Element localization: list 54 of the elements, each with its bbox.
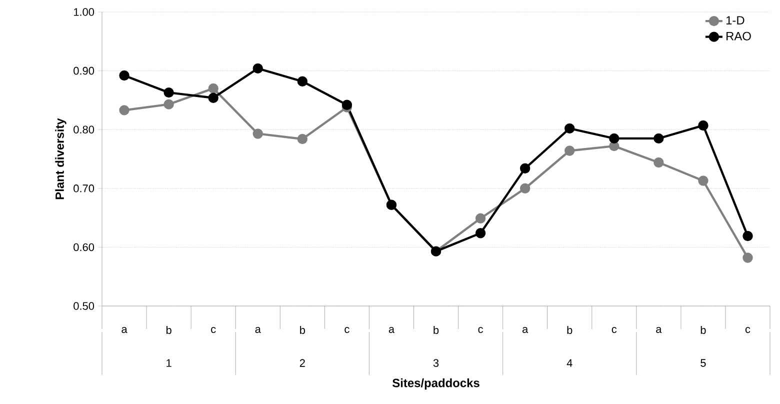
legend-label: 1-D xyxy=(726,16,744,24)
point xyxy=(654,157,664,168)
text: 5 xyxy=(700,359,706,367)
point xyxy=(564,146,575,156)
point xyxy=(208,83,218,94)
text: 1 xyxy=(166,359,172,367)
x-tick-label: b xyxy=(567,326,572,334)
y-tick-label: 0.50 xyxy=(74,302,94,310)
x-tick-label: c xyxy=(211,327,216,334)
x-tick-label: b xyxy=(166,326,172,334)
point xyxy=(698,120,708,131)
x-axis-title: Sites/paddocks xyxy=(392,378,480,390)
point xyxy=(342,100,352,110)
point xyxy=(564,123,575,134)
x-tick-label: c xyxy=(478,327,483,334)
point xyxy=(297,76,308,86)
x-tick-label: a xyxy=(656,327,662,334)
y-tick-label: 0.60 xyxy=(74,243,94,252)
x-tick-label: c xyxy=(745,327,750,334)
x-tick-label: a xyxy=(122,327,128,334)
x-tick-label: b xyxy=(434,326,439,334)
x-tick-label: a xyxy=(522,327,528,334)
point xyxy=(742,230,753,242)
point xyxy=(475,213,486,224)
legend-label: RAO xyxy=(726,32,751,40)
point xyxy=(520,183,530,194)
y-axis-title: Plant diversity xyxy=(55,118,66,200)
x-tick-label: b xyxy=(700,326,706,334)
text: 2 xyxy=(300,359,305,367)
text: 3 xyxy=(433,359,439,367)
point xyxy=(609,133,620,144)
point xyxy=(252,63,263,74)
x-tick-label: c xyxy=(344,327,350,334)
point xyxy=(742,252,753,263)
y-tick-label: 0.70 xyxy=(74,184,94,192)
point xyxy=(252,128,263,139)
point xyxy=(164,87,174,98)
point xyxy=(297,134,308,144)
y-tick-label: 0.80 xyxy=(74,126,94,134)
x-tick-label: c xyxy=(612,327,617,334)
x-tick-label: a xyxy=(388,327,395,334)
point xyxy=(520,163,530,174)
x-tick-label: a xyxy=(255,327,261,334)
point xyxy=(119,70,130,81)
point xyxy=(475,228,486,238)
x-tick-label: b xyxy=(300,326,305,334)
y-tick-label: 0.90 xyxy=(74,66,94,75)
point xyxy=(698,176,708,186)
y-tick-label: 1.00 xyxy=(74,8,94,16)
point xyxy=(164,99,174,110)
point xyxy=(119,105,130,116)
point xyxy=(654,133,664,144)
point xyxy=(208,92,218,103)
text: 4 xyxy=(566,359,572,367)
